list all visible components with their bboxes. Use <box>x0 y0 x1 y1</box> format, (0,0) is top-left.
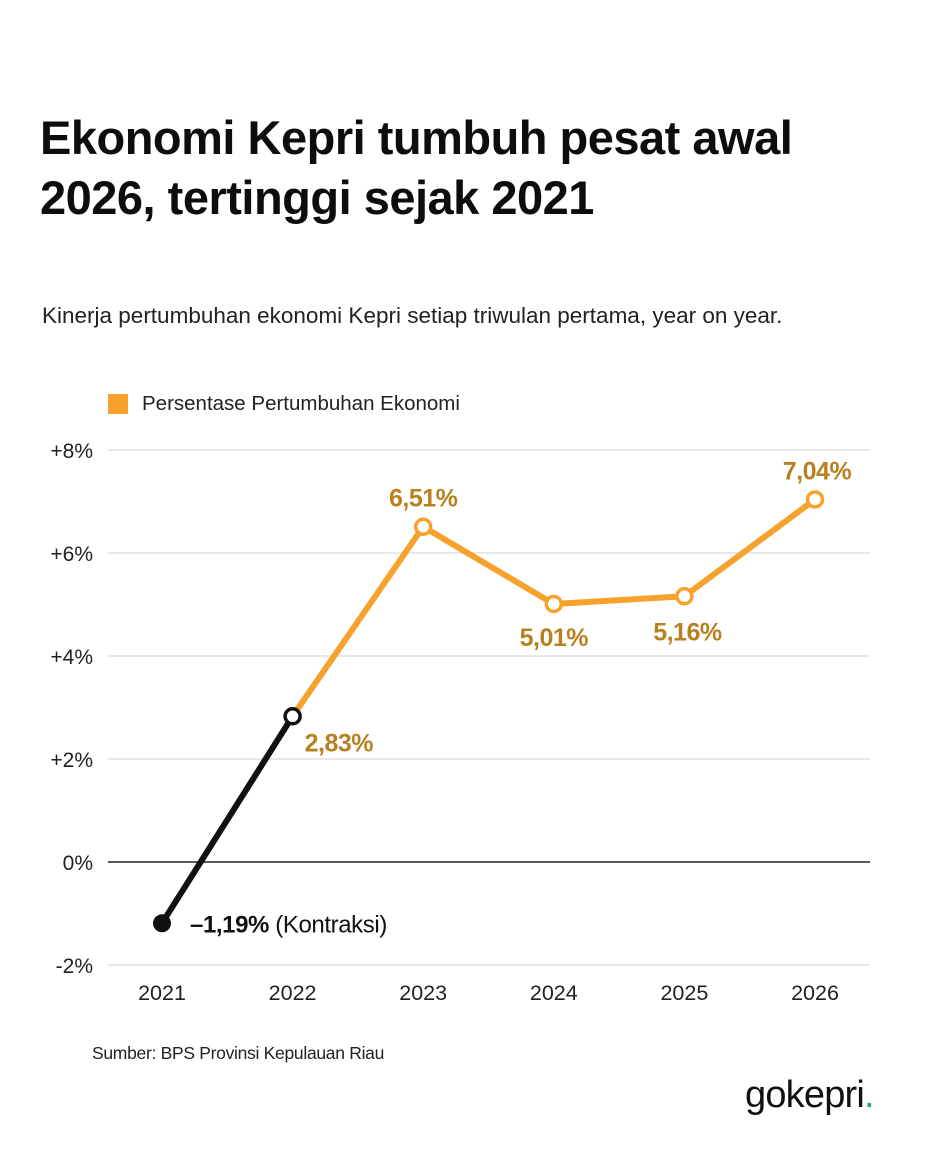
brand-name: gokepri <box>745 1074 865 1116</box>
data-label: 5,01% <box>520 624 589 652</box>
brand-dot: . <box>864 1074 875 1116</box>
legend: Persentase Pertumbuhan Ekonomi <box>108 392 460 416</box>
x-tick-label: 2026 <box>791 981 839 1005</box>
legend-label: Persentase Pertumbuhan Ekonomi <box>142 392 460 415</box>
x-tick-label: 2022 <box>269 981 317 1005</box>
x-tick-label: 2023 <box>399 981 447 1005</box>
x-tick-label: 2021 <box>138 981 186 1005</box>
brand-logo: gokepri. <box>745 1074 875 1117</box>
x-tick-label: 2025 <box>660 981 708 1005</box>
chart-title: Ekonomi Kepri tumbuh pesat awal 2026, te… <box>40 111 793 224</box>
chart-subtitle: Kinerja pertumbuhan ekonomi Kepri setiap… <box>42 303 783 328</box>
y-tick-label: +2% <box>50 749 93 772</box>
data-label: 6,51% <box>389 485 458 513</box>
annotation-kontraksi: (Kontraksi) <box>275 911 387 938</box>
data-label-negative: –1,19% (Kontraksi) <box>190 911 387 938</box>
data-label: 7,04% <box>783 457 852 485</box>
data-point <box>805 490 825 509</box>
data-point <box>153 914 171 933</box>
data-point <box>413 517 433 536</box>
series-line-segment-negative <box>159 713 296 927</box>
data-point <box>675 587 694 606</box>
legend-swatch <box>108 394 128 414</box>
y-tick-label: 0% <box>63 852 93 875</box>
y-tick-label: +4% <box>50 646 93 669</box>
data-point <box>544 594 564 614</box>
y-tick-label: +8% <box>50 440 93 463</box>
data-label-value: –1,19% <box>190 911 275 938</box>
data-label: 2,83% <box>305 729 374 757</box>
y-tick-label: +6% <box>50 543 93 566</box>
x-tick-label: 2024 <box>530 981 578 1005</box>
data-label: 5,16% <box>653 618 722 646</box>
source-note: Sumber: BPS Provinsi Kepulauan Riau <box>92 1043 385 1063</box>
line-chart: +8% +6% +4% +2% 0% -2% 2021 2022 2023 2024 2025 202… <box>50 440 870 1005</box>
data-point <box>283 707 302 726</box>
y-tick-label: -2% <box>56 955 93 978</box>
